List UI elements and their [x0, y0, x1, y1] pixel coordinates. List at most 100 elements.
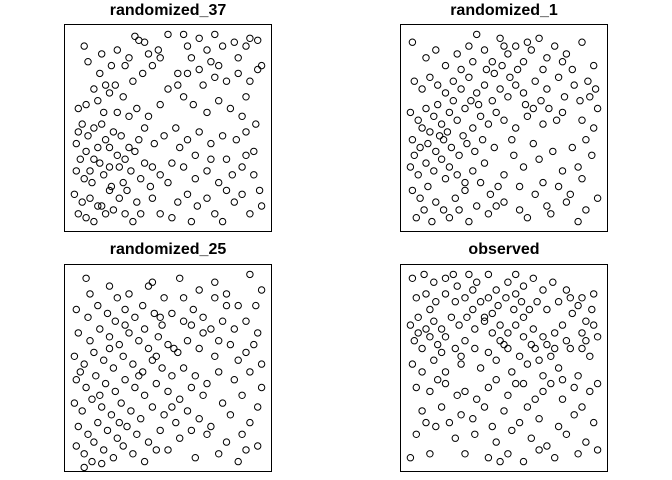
data-point: [432, 422, 440, 431]
data-point: [441, 89, 450, 97]
data-point: [160, 411, 168, 419]
data-point: [170, 344, 178, 353]
data-point: [551, 329, 559, 337]
data-point: [137, 415, 145, 423]
data-point: [90, 217, 98, 226]
data-point: [140, 124, 149, 132]
data-point: [215, 450, 223, 458]
data-point: [539, 333, 547, 341]
data-point: [222, 290, 231, 298]
data-point: [250, 340, 258, 349]
data-point: [215, 61, 223, 70]
data-point: [123, 422, 131, 431]
data-point: [168, 309, 176, 318]
data-point: [570, 411, 578, 419]
data-point: [422, 290, 430, 298]
data-point: [451, 194, 459, 202]
data-point: [434, 340, 442, 349]
data-point: [246, 77, 254, 85]
plot-frame: [400, 264, 608, 472]
data-point: [418, 85, 426, 93]
data-point: [465, 217, 473, 226]
data-point: [426, 73, 434, 82]
data-point: [70, 399, 79, 407]
data-point: [254, 65, 262, 74]
data-point: [135, 337, 143, 345]
data-point: [109, 206, 118, 214]
data-point: [242, 151, 250, 160]
data-point: [418, 407, 426, 415]
data-point: [582, 136, 590, 144]
data-point: [84, 430, 92, 438]
data-point: [437, 120, 446, 128]
data-point: [406, 321, 415, 329]
data-point: [539, 286, 547, 294]
data-point: [82, 274, 90, 282]
data-point: [111, 81, 120, 89]
data-point: [82, 383, 90, 392]
data-point: [535, 34, 543, 42]
data-point: [72, 167, 81, 175]
data-point: [455, 321, 463, 329]
data-point: [139, 368, 147, 376]
data-point: [101, 379, 110, 388]
data-point: [238, 391, 246, 399]
data-point: [523, 112, 532, 121]
data-point: [119, 442, 127, 450]
data-point: [480, 403, 489, 411]
data-point: [494, 301, 502, 310]
data-point: [199, 391, 207, 399]
data-point: [94, 97, 102, 105]
data-point: [131, 147, 139, 156]
data-point: [582, 438, 590, 446]
data-point: [187, 54, 196, 62]
data-point: [441, 61, 450, 70]
data-point: [160, 132, 168, 140]
data-point: [535, 155, 543, 163]
data-point: [513, 65, 522, 74]
data-point: [519, 163, 528, 171]
data-point: [410, 337, 418, 345]
data-point: [195, 286, 203, 294]
data-point: [547, 352, 555, 360]
data-point: [480, 159, 489, 167]
data-point: [428, 217, 436, 226]
data-point: [183, 136, 192, 144]
data-point: [218, 217, 227, 226]
data-point: [457, 411, 465, 419]
data-point: [578, 403, 586, 411]
data-point: [164, 340, 172, 349]
data-point: [515, 182, 524, 191]
data-point: [117, 132, 125, 140]
data-point: [242, 446, 250, 454]
data-point: [529, 139, 537, 148]
data-point: [158, 321, 166, 329]
data-point: [453, 391, 461, 399]
data-point: [434, 100, 442, 109]
data-point: [591, 85, 600, 93]
data-point: [129, 450, 137, 458]
data-point: [152, 352, 161, 360]
data-point: [578, 38, 586, 46]
data-point: [84, 132, 92, 140]
data-point: [551, 42, 559, 50]
data-point: [570, 383, 578, 392]
data-point: [430, 112, 438, 121]
data-point: [140, 38, 149, 46]
data-point: [80, 42, 88, 50]
data-point: [492, 108, 500, 117]
data-point: [412, 430, 420, 438]
data-point: [78, 407, 86, 415]
data-point: [211, 294, 219, 302]
data-point: [113, 151, 122, 160]
data-point: [443, 128, 452, 136]
data-point: [90, 155, 98, 163]
data-point: [72, 139, 81, 148]
data-point: [234, 356, 242, 364]
data-point: [510, 305, 518, 314]
data-point: [179, 163, 188, 171]
data-point: [74, 422, 83, 431]
data-point: [183, 69, 192, 78]
data-point: [529, 325, 537, 333]
data-point: [164, 85, 172, 93]
